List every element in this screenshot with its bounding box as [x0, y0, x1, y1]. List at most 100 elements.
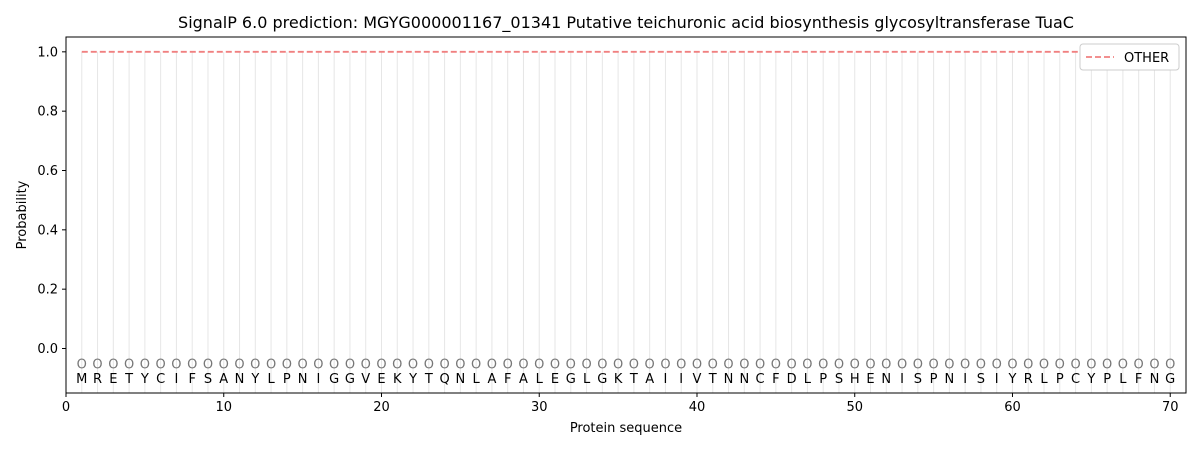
x-tick-label-30: 30	[531, 400, 548, 415]
state-mark-17: O	[329, 357, 339, 372]
residue-label-20: E	[377, 372, 385, 387]
state-mark-1: O	[77, 357, 87, 372]
state-mark-67: O	[1118, 357, 1128, 372]
residue-label-55: P	[930, 372, 938, 387]
state-mark-4: O	[124, 357, 134, 372]
state-mark-51: O	[865, 357, 875, 372]
residue-label-16: I	[316, 372, 320, 387]
state-mark-49: O	[834, 357, 844, 372]
state-mark-14: O	[282, 357, 292, 372]
residue-label-39: I	[679, 372, 683, 387]
state-mark-70: O	[1165, 357, 1175, 372]
residue-label-52: N	[881, 372, 891, 387]
residue-label-59: I	[995, 372, 999, 387]
residue-label-25: N	[455, 372, 465, 387]
residue-marks: OMOROEOTOYOCOIOFOSOAONOYOLOPONOIOGOGOVOE…	[76, 357, 1175, 387]
x-axis-label: Protein sequence	[570, 421, 682, 436]
residue-label-42: N	[724, 372, 734, 387]
state-mark-9: O	[203, 357, 213, 372]
state-mark-23: O	[424, 357, 434, 372]
state-mark-48: O	[818, 357, 828, 372]
residue-label-50: H	[850, 372, 860, 387]
state-mark-21: O	[392, 357, 402, 372]
residue-label-46: D	[787, 372, 797, 387]
y-tick-label-0: 0.0	[37, 342, 58, 357]
state-mark-20: O	[376, 357, 386, 372]
state-mark-54: O	[913, 357, 923, 372]
y-axis-label: Probability	[15, 180, 30, 249]
residue-label-32: G	[566, 372, 576, 387]
residue-label-6: C	[156, 372, 165, 387]
residue-label-49: S	[835, 372, 843, 387]
residue-label-23: T	[424, 372, 433, 387]
state-mark-18: O	[345, 357, 355, 372]
y-tick-label-3: 0.6	[37, 164, 58, 179]
residue-label-26: L	[473, 372, 481, 387]
state-mark-29: O	[518, 357, 528, 372]
state-mark-24: O	[439, 357, 449, 372]
residue-label-12: Y	[250, 372, 259, 387]
residue-label-2: R	[93, 372, 102, 387]
state-mark-60: O	[1007, 357, 1017, 372]
residue-label-41: T	[708, 372, 717, 387]
residue-label-13: L	[267, 372, 275, 387]
residue-label-43: N	[739, 372, 749, 387]
x-axis: 0 10 20 30 40 50 60 70	[62, 393, 1179, 415]
residue-label-62: L	[1040, 372, 1048, 387]
state-mark-2: O	[92, 357, 102, 372]
state-mark-59: O	[992, 357, 1002, 372]
chart-title: SignalP 6.0 prediction: MGYG000001167_01…	[178, 13, 1074, 33]
residue-label-17: G	[329, 372, 339, 387]
residue-label-37: A	[645, 372, 654, 387]
residue-label-57: I	[963, 372, 967, 387]
residue-label-54: S	[914, 372, 922, 387]
x-tick-label-60: 60	[1004, 400, 1021, 415]
residue-label-28: F	[504, 372, 511, 387]
x-tick-label-70: 70	[1162, 400, 1179, 415]
x-tick-label-50: 50	[846, 400, 863, 415]
state-mark-41: O	[708, 357, 718, 372]
state-mark-69: O	[1149, 357, 1159, 372]
residue-label-61: R	[1024, 372, 1033, 387]
y-tick-label-1: 0.2	[37, 283, 58, 298]
state-mark-64: O	[1070, 357, 1080, 372]
state-mark-11: O	[234, 357, 244, 372]
residue-label-9: S	[204, 372, 212, 387]
state-mark-13: O	[266, 357, 276, 372]
residue-label-69: N	[1150, 372, 1160, 387]
residue-label-48: P	[819, 372, 827, 387]
residue-label-24: Q	[439, 372, 449, 387]
residue-label-30: L	[536, 372, 544, 387]
state-mark-35: O	[613, 357, 623, 372]
state-mark-55: O	[928, 357, 938, 372]
residue-label-68: F	[1135, 372, 1142, 387]
residue-label-58: S	[977, 372, 985, 387]
state-mark-12: O	[250, 357, 260, 372]
residue-label-3: E	[109, 372, 117, 387]
residue-label-44: C	[756, 372, 765, 387]
residue-label-67: L	[1119, 372, 1127, 387]
state-mark-53: O	[897, 357, 907, 372]
state-mark-43: O	[739, 357, 749, 372]
residue-label-70: G	[1165, 372, 1175, 387]
residue-label-35: K	[614, 372, 623, 387]
state-mark-34: O	[597, 357, 607, 372]
state-mark-5: O	[140, 357, 150, 372]
state-mark-36: O	[629, 357, 639, 372]
residue-label-60: Y	[1008, 372, 1017, 387]
legend: OTHER	[1079, 43, 1180, 71]
y-axis: 0.0 0.2 0.4 0.6 0.8 1.0	[37, 45, 66, 357]
y-tick-label-2: 0.4	[37, 223, 58, 238]
state-mark-63: O	[1055, 357, 1065, 372]
residue-label-18: G	[345, 372, 355, 387]
state-mark-45: O	[771, 357, 781, 372]
state-mark-39: O	[676, 357, 686, 372]
state-mark-7: O	[171, 357, 181, 372]
residue-label-65: Y	[1086, 372, 1095, 387]
state-mark-15: O	[298, 357, 308, 372]
state-mark-52: O	[881, 357, 891, 372]
x-tick-label-0: 0	[62, 400, 70, 415]
state-mark-47: O	[802, 357, 812, 372]
residue-label-56: N	[945, 372, 955, 387]
y-tick-label-4: 0.8	[37, 105, 58, 120]
